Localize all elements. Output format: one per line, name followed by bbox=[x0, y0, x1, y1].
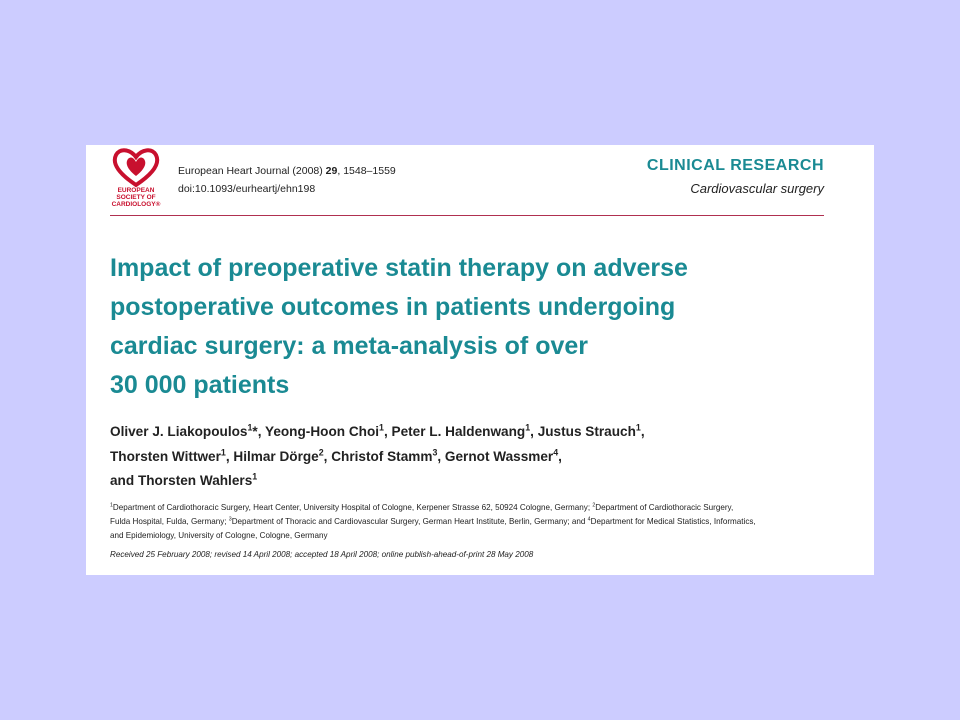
logo-text: SOCIETY OF bbox=[116, 194, 155, 201]
doi: doi:10.1093/eurheartj/ehn198 bbox=[178, 183, 316, 195]
text: and Epidemiology, University of Cologne,… bbox=[110, 531, 328, 540]
affiliation-line: Fulda Hospital, Fulda, Germany; 3Departm… bbox=[110, 515, 756, 529]
title: Impact of preoperative statin therapy on… bbox=[110, 249, 688, 405]
affiliation-line: and Epidemiology, University of Cologne,… bbox=[110, 529, 756, 543]
superscript: 1 bbox=[379, 422, 384, 433]
journal-line: European Heart Journal (2008) 29, 1548–1… bbox=[178, 165, 396, 177]
text: , bbox=[640, 424, 645, 439]
text: , Peter L. Haldenwang bbox=[383, 424, 526, 439]
text: Department of Thoracic and Cardiovascula… bbox=[231, 517, 588, 526]
text: , Gernot Wassmer bbox=[437, 448, 554, 464]
text: , Christof Stamm bbox=[323, 448, 433, 464]
logo-heart bbox=[112, 148, 160, 188]
section: CLINICAL RESEARCH bbox=[646, 157, 824, 174]
paper-header: EUROPEAN SOCIETY OF CARDIOLOGY® European… bbox=[86, 145, 874, 575]
author-line: Oliver J. Liakopoulos1*, Yeong-Hoon Choi… bbox=[110, 420, 645, 445]
text: , bbox=[558, 448, 562, 464]
superscript: 1 bbox=[220, 446, 226, 457]
superscript: 1 bbox=[252, 471, 258, 482]
superscript: 2 bbox=[318, 446, 324, 457]
title-line: Impact of preoperative statin therapy on… bbox=[110, 254, 688, 282]
author-line: Thorsten Wittwer1, Hilmar Dörge2, Christ… bbox=[110, 445, 645, 470]
logo-text: CARDIOLOGY® bbox=[112, 200, 161, 208]
text: Department for Medical Statistics, Infor… bbox=[590, 517, 756, 526]
text: *, Yeong-Hoon Choi bbox=[252, 424, 380, 439]
text: Oliver J. Liakopoulos bbox=[110, 424, 248, 439]
text: European Heart Journal (2008) bbox=[178, 165, 326, 177]
text: , Hilmar Dörge bbox=[225, 448, 319, 464]
superscript: 1 bbox=[635, 422, 641, 433]
logo-text: EUROPEAN bbox=[118, 187, 155, 194]
affiliation-line: 1Department of Cardiothoracic Surgery, H… bbox=[110, 501, 756, 515]
title-line: 30 000 patients bbox=[110, 371, 290, 399]
superscript: 2 bbox=[592, 502, 596, 509]
author-line: and Thorsten Wahlers1 bbox=[110, 469, 645, 494]
affiliations: 1Department of Cardiothoracic Surgery, H… bbox=[110, 501, 756, 543]
title-line: cardiac surgery: a meta-analysis of over bbox=[110, 332, 589, 360]
logo-heart-inner bbox=[126, 157, 146, 176]
subsection: Cardiovascular surgery bbox=[690, 181, 824, 196]
text: Thorsten Wittwer bbox=[110, 448, 221, 464]
received: Received 25 February 2008; revised 14 Ap… bbox=[110, 550, 534, 559]
header-rule bbox=[110, 215, 824, 216]
text: Fulda Hospital, Fulda, Germany; bbox=[110, 517, 229, 526]
text: , Justus Strauch bbox=[530, 424, 636, 439]
text: and Thorsten Wahlers bbox=[110, 473, 253, 488]
authors: Oliver J. Liakopoulos1*, Yeong-Hoon Choi… bbox=[110, 420, 645, 494]
title-line: postoperative outcomes in patients under… bbox=[110, 293, 676, 321]
superscript: 4 bbox=[587, 516, 591, 523]
superscript: 1 bbox=[110, 502, 113, 509]
superscript: 3 bbox=[228, 516, 232, 523]
esc-logo: EUROPEAN SOCIETY OF CARDIOLOGY® bbox=[112, 148, 161, 208]
superscript: 1 bbox=[525, 422, 531, 433]
volume: 29 bbox=[325, 165, 338, 177]
superscript: 4 bbox=[553, 446, 559, 457]
superscript: 3 bbox=[432, 446, 438, 457]
text: Department of Cardiothoracic Surgery, He… bbox=[112, 503, 593, 512]
superscript: 1 bbox=[247, 422, 253, 433]
text: , 1548–1559 bbox=[337, 165, 396, 177]
text: Department of Cardiothoracic Surgery, bbox=[595, 503, 734, 512]
